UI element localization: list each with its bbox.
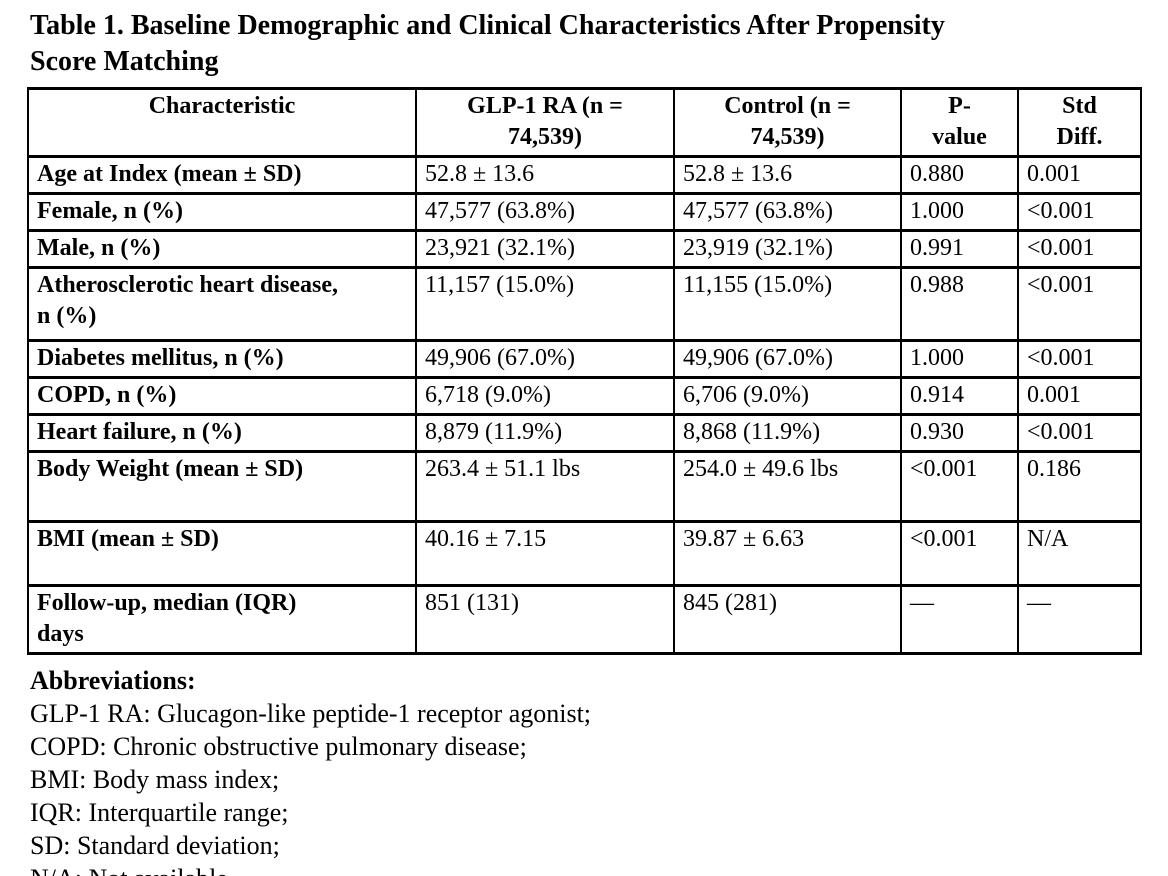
glp1-value: 263.4 ± 51.1 lbs [415,450,675,523]
glp1-value: 8,879 (11.9%) [415,413,675,453]
abbreviations-section: Abbreviations: GLP-1 RA: Glucagon-like p… [30,664,1144,876]
glp1-value: 52.8 ± 13.6 [415,155,675,195]
table-row-atherosclerotic-heart-disease: Atherosclerotic heart disease, n (%) 11,… [27,266,1142,342]
p-value: <0.001 [900,520,1019,587]
table-row-diabetes-mellitus: Diabetes mellitus, n (%) 49,906 (67.0%) … [27,339,1142,379]
std-diff-value: <0.001 [1017,192,1142,232]
control-value: 254.0 ± 49.6 lbs [673,450,902,523]
abbreviation-bmi: BMI: Body mass index; [30,765,280,794]
table-row-male: Male, n (%) 23,921 (32.1%) 23,919 (32.1%… [27,229,1142,269]
control-value: 52.8 ± 13.6 [673,155,902,195]
std-diff-value: 0.001 [1017,376,1142,416]
p-value: 1.000 [900,192,1019,232]
control-value: 6,706 (9.0%) [673,376,902,416]
std-diff-value: <0.001 [1017,339,1142,379]
abbreviation-iqr: IQR: Interquartile range; [30,798,289,827]
p-value: 0.930 [900,413,1019,453]
glp1-value: 47,577 (63.8%) [415,192,675,232]
column-header-std-diff: Std Diff. [1017,87,1142,158]
row-label: Diabetes mellitus, n (%) [27,339,417,379]
glp1-value: 40.16 ± 7.15 [415,520,675,587]
row-label: COPD, n (%) [27,376,417,416]
glp1-value: 49,906 (67.0%) [415,339,675,379]
column-header-p-value: P- value [900,87,1019,158]
table-row-female: Female, n (%) 47,577 (63.8%) 47,577 (63.… [27,192,1142,232]
table-header-row: Characteristic GLP-1 RA (n = 74,539) Con… [27,87,1142,158]
glp1-value: 6,718 (9.0%) [415,376,675,416]
std-diff-value: <0.001 [1017,413,1142,453]
p-value: <0.001 [900,450,1019,523]
std-diff-value: N/A [1017,520,1142,587]
abbreviation-copd: COPD: Chronic obstructive pulmonary dise… [30,732,527,761]
p-value: 0.880 [900,155,1019,195]
control-value: 23,919 (32.1%) [673,229,902,269]
control-value: 8,868 (11.9%) [673,413,902,453]
table-row-age-at-index: Age at Index (mean ± SD) 52.8 ± 13.6 52.… [27,155,1142,195]
row-label: Male, n (%) [27,229,417,269]
p-value: 0.988 [900,266,1019,342]
table-row-follow-up: Follow-up, median (IQR) days 851 (131) 8… [27,584,1142,655]
table-row-body-weight: Body Weight (mean ± SD) 263.4 ± 51.1 lbs… [27,450,1142,523]
p-value: 0.991 [900,229,1019,269]
table-title: Table 1. Baseline Demographic and Clinic… [30,10,945,77]
p-value: 1.000 [900,339,1019,379]
std-diff-value: 0.186 [1017,450,1142,523]
row-label: Female, n (%) [27,192,417,232]
control-value: 49,906 (67.0%) [673,339,902,379]
row-label: Body Weight (mean ± SD) [27,450,417,523]
p-value: — [900,584,1019,655]
glp1-value: 851 (131) [415,584,675,655]
control-value: 11,155 (15.0%) [673,266,902,342]
column-header-characteristic: Characteristic [27,87,417,158]
table-row-heart-failure: Heart failure, n (%) 8,879 (11.9%) 8,868… [27,413,1142,453]
abbreviation-glp1-ra: GLP-1 RA: Glucagon-like peptide-1 recept… [30,699,592,728]
std-diff-value: — [1017,584,1142,655]
abbreviation-na: N/A: Not available [30,862,1144,876]
std-diff-value: <0.001 [1017,229,1142,269]
column-header-control: Control (n = 74,539) [673,87,902,158]
control-value: 845 (281) [673,584,902,655]
row-label: Heart failure, n (%) [27,413,417,453]
row-label: Follow-up, median (IQR) days [27,584,417,655]
control-value: 47,577 (63.8%) [673,192,902,232]
table-row-bmi: BMI (mean ± SD) 40.16 ± 7.15 39.87 ± 6.6… [27,520,1142,587]
glp1-value: 23,921 (32.1%) [415,229,675,269]
abbreviations-heading: Abbreviations: [30,666,196,695]
row-label: Age at Index (mean ± SD) [27,155,417,195]
control-value: 39.87 ± 6.63 [673,520,902,587]
table-row-copd: COPD, n (%) 6,718 (9.0%) 6,706 (9.0%) 0.… [27,376,1142,416]
column-header-glp1-ra: GLP-1 RA (n = 74,539) [415,87,675,158]
row-label: Atherosclerotic heart disease, n (%) [27,266,417,342]
p-value: 0.914 [900,376,1019,416]
baseline-characteristics-table: Characteristic GLP-1 RA (n = 74,539) Con… [27,87,1142,655]
row-label: BMI (mean ± SD) [27,520,417,587]
std-diff-value: <0.001 [1017,266,1142,342]
glp1-value: 11,157 (15.0%) [415,266,675,342]
abbreviation-sd: SD: Standard deviation; [30,831,280,860]
std-diff-value: 0.001 [1017,155,1142,195]
